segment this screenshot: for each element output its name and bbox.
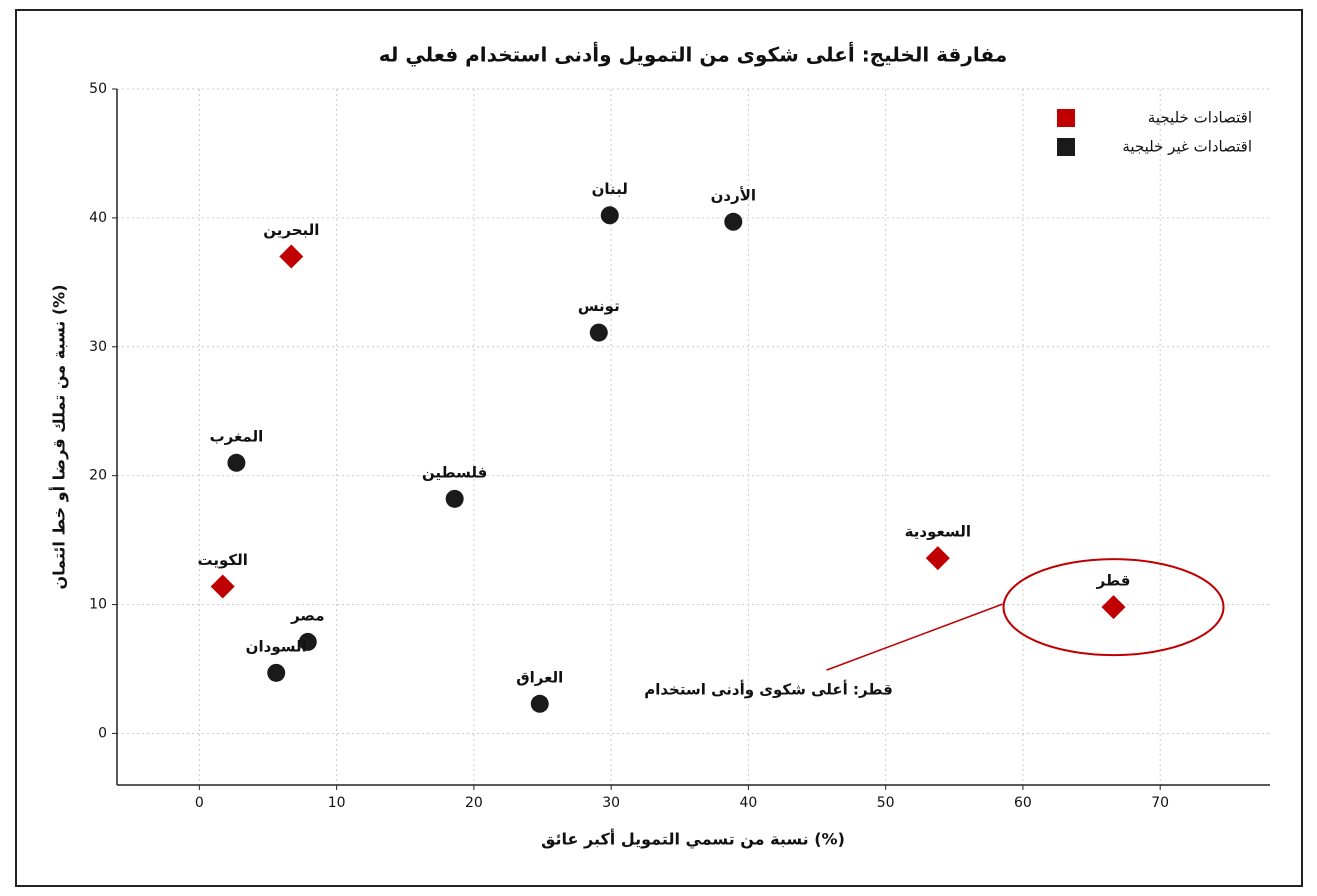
- point-label: السودان: [246, 637, 307, 655]
- y-tick-label: 50: [89, 81, 107, 97]
- y-tick-label: 40: [89, 210, 107, 226]
- point-label: مصر: [290, 606, 324, 624]
- x-tick-label: 0: [195, 795, 204, 811]
- annotation-text: قطر: أعلى شكوى وأدنى استخدام: [644, 680, 893, 699]
- y-axis-label: نسبة من تملك قرضا أو خط ائتمان (%): [49, 284, 69, 589]
- y-tick-label: 10: [89, 597, 107, 613]
- x-tick-label: 50: [877, 795, 895, 811]
- point-label: البحرين: [263, 221, 319, 239]
- x-tick-label: 70: [1151, 795, 1169, 811]
- chart-title: مفارقة الخليج: أعلى شكوى من التمويل وأدن…: [379, 41, 1007, 68]
- point: [227, 453, 246, 472]
- x-tick-label: 30: [602, 795, 620, 811]
- point: [279, 244, 304, 269]
- legend-label: اقتصادات غير خليجية: [1122, 138, 1252, 156]
- x-tick-label: 40: [739, 795, 757, 811]
- point-label: المغرب: [210, 427, 264, 445]
- point: [925, 546, 950, 571]
- x-axis-label: نسبة من تسمي التمويل أكبر عائق (%): [541, 829, 845, 850]
- point: [210, 574, 235, 599]
- point-label: تونس: [578, 297, 620, 315]
- point-label: قطر: [1096, 572, 1131, 590]
- point: [600, 206, 619, 225]
- point-label: الكويت: [197, 551, 247, 569]
- point-label: السعودية: [905, 523, 971, 541]
- annotation-line: [826, 603, 1003, 671]
- y-tick-label: 0: [98, 725, 107, 741]
- point-label: فلسطين: [422, 463, 487, 481]
- point-label: العراق: [516, 668, 563, 686]
- annotation-ellipse: [1002, 558, 1225, 657]
- y-tick-label: 20: [89, 468, 107, 484]
- frame: [15, 9, 1303, 887]
- point: [724, 212, 743, 231]
- legend-label: اقتصادات خليجية: [1148, 109, 1252, 127]
- point: [298, 632, 317, 651]
- y-tick-label: 30: [89, 339, 107, 355]
- legend-swatch: [1057, 138, 1075, 156]
- x-tick-label: 20: [465, 795, 483, 811]
- point: [1101, 595, 1126, 620]
- point-label: لبنان: [592, 180, 628, 198]
- point: [267, 663, 286, 682]
- point: [530, 694, 549, 713]
- point: [589, 323, 608, 342]
- legend-swatch: [1057, 109, 1075, 127]
- point-label: الأردن: [711, 186, 756, 204]
- x-tick-label: 60: [1014, 795, 1032, 811]
- x-tick-label: 10: [328, 795, 346, 811]
- point: [445, 489, 464, 508]
